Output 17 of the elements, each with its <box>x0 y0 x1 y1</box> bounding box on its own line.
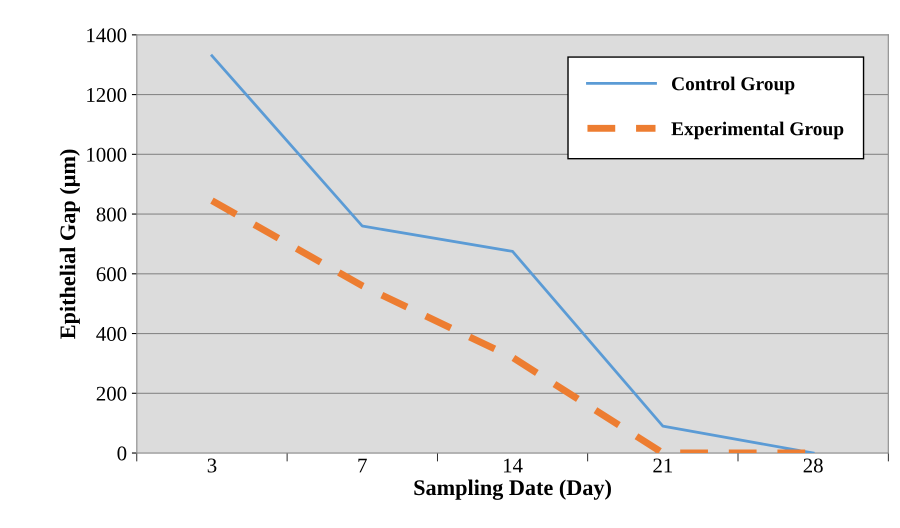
y-tick-label: 1400 <box>87 28 126 42</box>
x-tick-label: 3 <box>208 458 216 473</box>
y-tick-label: 0 <box>117 446 126 460</box>
x-tick-label: 14 <box>504 458 523 472</box>
x-axis-title: Sampling Date (Day) <box>414 480 611 500</box>
legend-label: Experimental Group <box>671 122 844 140</box>
x-tick-label: 7 <box>358 458 367 472</box>
legend-label: Control Group <box>672 76 794 94</box>
x-tick-label: 21 <box>653 458 672 472</box>
x-tick-label: 28 <box>804 458 823 473</box>
y-tick-label: 600 <box>96 267 126 282</box>
y-axis-title: Epithelial Gap (µm) <box>60 150 80 339</box>
y-tick-label: 1000 <box>87 148 126 162</box>
y-tick-label: 800 <box>96 207 126 222</box>
y-tick-label: 400 <box>96 326 126 341</box>
y-tick-label: 200 <box>96 386 126 401</box>
y-tick-label: 1200 <box>87 88 126 102</box>
